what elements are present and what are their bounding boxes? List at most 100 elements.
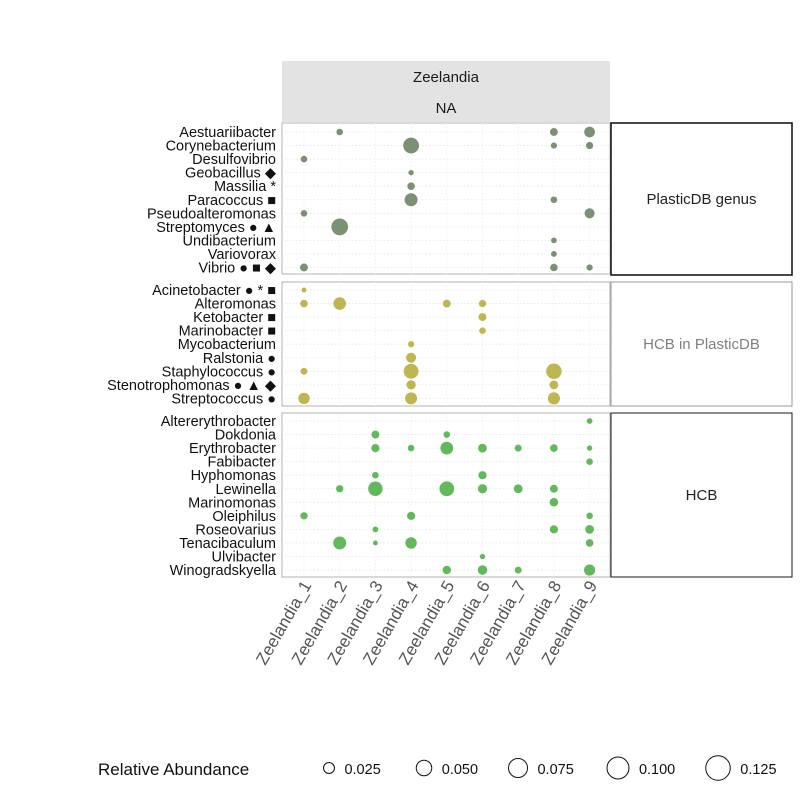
y-tick-label: Oleiphilus	[212, 509, 276, 525]
bubble-point	[405, 392, 418, 405]
y-tick-label: Fabibacter	[207, 455, 276, 471]
bubble-point	[407, 182, 415, 190]
bubble-point	[586, 264, 593, 271]
panel-strip	[610, 281, 793, 407]
bubble-point	[407, 444, 415, 452]
legend-key-label: 0.075	[537, 762, 573, 778]
legend-key-circle	[508, 758, 528, 778]
bubble-point	[333, 297, 346, 310]
y-tick-label: Dokdonia	[215, 428, 277, 444]
facet-strip	[282, 61, 610, 122]
bubble-point	[550, 444, 558, 452]
y-tick-label: Streptomyces ● ▲	[156, 220, 276, 236]
bubble-point	[585, 141, 594, 150]
y-tick-label: Undibacterium	[183, 233, 277, 249]
bubble-point	[584, 564, 596, 576]
bubble-point	[300, 263, 308, 272]
bubble-point	[404, 193, 418, 207]
bubble-point	[336, 485, 344, 493]
y-tick-label: Massilia *	[214, 179, 276, 195]
panel-strip	[610, 122, 793, 276]
y-tick-label: Winogradskyella	[170, 563, 277, 579]
y-tick-label: Marinobacter ■	[179, 324, 276, 340]
y-tick-label: Tenacibaculum	[179, 536, 276, 552]
bubble-point	[406, 511, 416, 520]
bubble-point	[442, 299, 451, 308]
bubble-point	[403, 363, 419, 379]
bubble-point	[300, 210, 308, 217]
bubble-point	[368, 481, 383, 496]
y-tick-label: Paracoccus ■	[187, 193, 276, 209]
y-tick-label: Geobacillus ◆	[185, 166, 277, 182]
y-tick-label: Desulfovibrio	[192, 152, 276, 168]
bubble-point	[442, 565, 452, 575]
bubble-point	[546, 363, 562, 380]
y-tick-label: Corynebacterium	[166, 139, 276, 155]
bubble-point	[514, 566, 522, 574]
bubble-point	[550, 142, 558, 149]
bubble-point	[479, 327, 486, 334]
bubble-point	[550, 251, 557, 257]
bubble-point	[514, 444, 522, 452]
bubble-point	[408, 169, 414, 176]
panel-strip	[610, 412, 793, 578]
y-tick-label: Marinomonas	[188, 495, 276, 511]
bubble-point	[549, 525, 559, 534]
legend-key-label: 0.025	[344, 762, 380, 778]
bubble-point	[478, 443, 487, 453]
bubble-point	[584, 208, 595, 219]
bubble-point	[586, 512, 593, 520]
panel-strip-label: PlasticDB genus	[646, 191, 756, 208]
y-tick-label: Acinetobacter ● * ■	[152, 283, 276, 299]
bubble-point	[478, 471, 487, 480]
y-tick-label: Variovorax	[208, 247, 277, 263]
bubble-point	[406, 380, 416, 390]
bubble-point	[477, 484, 488, 494]
y-tick-label: Hyphomonas	[191, 468, 276, 484]
bubble-point	[549, 484, 558, 493]
bubble-point	[547, 392, 561, 405]
legend-key-label: 0.100	[639, 762, 675, 778]
bubble-point	[586, 418, 593, 424]
bubble-point	[478, 299, 487, 308]
legend-title: Relative Abundance	[98, 760, 249, 779]
bubble-point	[549, 380, 559, 390]
bubble-point	[300, 155, 308, 163]
bubble-point	[440, 441, 454, 455]
bubble-point	[585, 539, 594, 547]
bubble-point	[550, 237, 557, 244]
panel-strip-label: HCB	[686, 487, 718, 504]
panel-strip-label: HCB in PlasticDB	[643, 336, 760, 353]
legend-key-circle	[606, 756, 630, 780]
y-tick-label: Aestuariibacter	[179, 125, 276, 141]
bubble-point	[549, 498, 559, 507]
y-tick-label: Ketobacter ■	[193, 310, 276, 326]
bubble-point	[586, 445, 593, 451]
bubble-point	[405, 537, 417, 549]
y-tick-label: Stenotrophomonas ● ▲ ◆	[107, 378, 277, 394]
bubble-point	[333, 536, 347, 550]
y-tick-label: Vibrio ● ■ ◆	[198, 261, 276, 277]
bubble-point	[513, 484, 523, 494]
bubble-point	[300, 367, 308, 375]
bubble-point	[371, 443, 380, 453]
bubble-point	[584, 126, 595, 138]
bubble-point	[300, 512, 308, 520]
y-tick-label: Ulvibacter	[212, 550, 277, 566]
bubble-point	[586, 458, 593, 465]
bubble-point	[403, 137, 420, 154]
bubble-point	[478, 313, 487, 322]
bubble-point	[300, 299, 308, 308]
bubble-point	[298, 392, 310, 405]
facet-strip-title: Zeelandia	[413, 69, 480, 86]
bubble-point	[479, 553, 486, 560]
bubble-point	[439, 481, 455, 497]
bubble-point	[372, 540, 378, 546]
legend-key-circle	[705, 755, 731, 781]
y-tick-label: Pseudoalteromonas	[147, 206, 276, 222]
y-tick-label: Erythrobacter	[189, 441, 276, 457]
bubble-point	[407, 341, 415, 348]
y-tick-label: Lewinella	[216, 482, 277, 498]
y-tick-label: Ralstonia ●	[203, 351, 276, 367]
